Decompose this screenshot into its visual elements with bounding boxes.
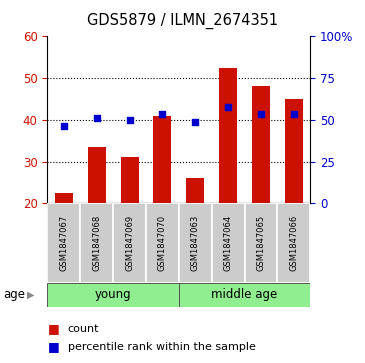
Point (61, 123, 67, 129)
Bar (277, 203, 310, 283)
Bar (179, 283, 310, 307)
Text: GSM1847063: GSM1847063 (191, 215, 200, 271)
Text: percentile rank within the sample: percentile rank within the sample (68, 342, 255, 352)
Bar (146, 203, 179, 283)
Text: young: young (95, 289, 131, 301)
Text: GSM1847065: GSM1847065 (257, 215, 265, 271)
Bar (186, 178, 204, 203)
Bar (212, 203, 245, 283)
Bar (285, 99, 303, 203)
Text: ▶: ▶ (27, 290, 35, 300)
Bar (252, 86, 270, 203)
Text: ■: ■ (47, 322, 59, 335)
Text: middle age: middle age (211, 289, 278, 301)
Text: GSM1847070: GSM1847070 (158, 215, 167, 271)
Point (225, 105, 231, 110)
Bar (55, 193, 73, 203)
Point (94, 115, 100, 121)
Bar (113, 203, 146, 283)
Bar (80, 203, 113, 283)
Bar (47, 203, 80, 283)
Text: GSM1847066: GSM1847066 (289, 215, 298, 271)
Bar (153, 115, 172, 203)
Bar (47, 283, 179, 307)
Text: ■: ■ (47, 340, 59, 353)
Point (160, 111, 165, 117)
Text: GSM1847068: GSM1847068 (92, 215, 101, 271)
Bar (120, 157, 139, 203)
Point (258, 111, 264, 117)
Bar (245, 203, 277, 283)
Text: GSM1847069: GSM1847069 (125, 215, 134, 271)
Text: GSM1847067: GSM1847067 (59, 215, 68, 271)
Bar (219, 68, 237, 203)
Text: GDS5879 / ILMN_2674351: GDS5879 / ILMN_2674351 (87, 13, 278, 29)
Text: GSM1847064: GSM1847064 (224, 215, 233, 271)
Bar (179, 203, 212, 283)
Point (127, 117, 132, 123)
Text: age: age (4, 289, 26, 301)
Text: count: count (68, 323, 99, 334)
Point (291, 111, 297, 117)
Point (192, 119, 198, 125)
Bar (88, 147, 106, 203)
